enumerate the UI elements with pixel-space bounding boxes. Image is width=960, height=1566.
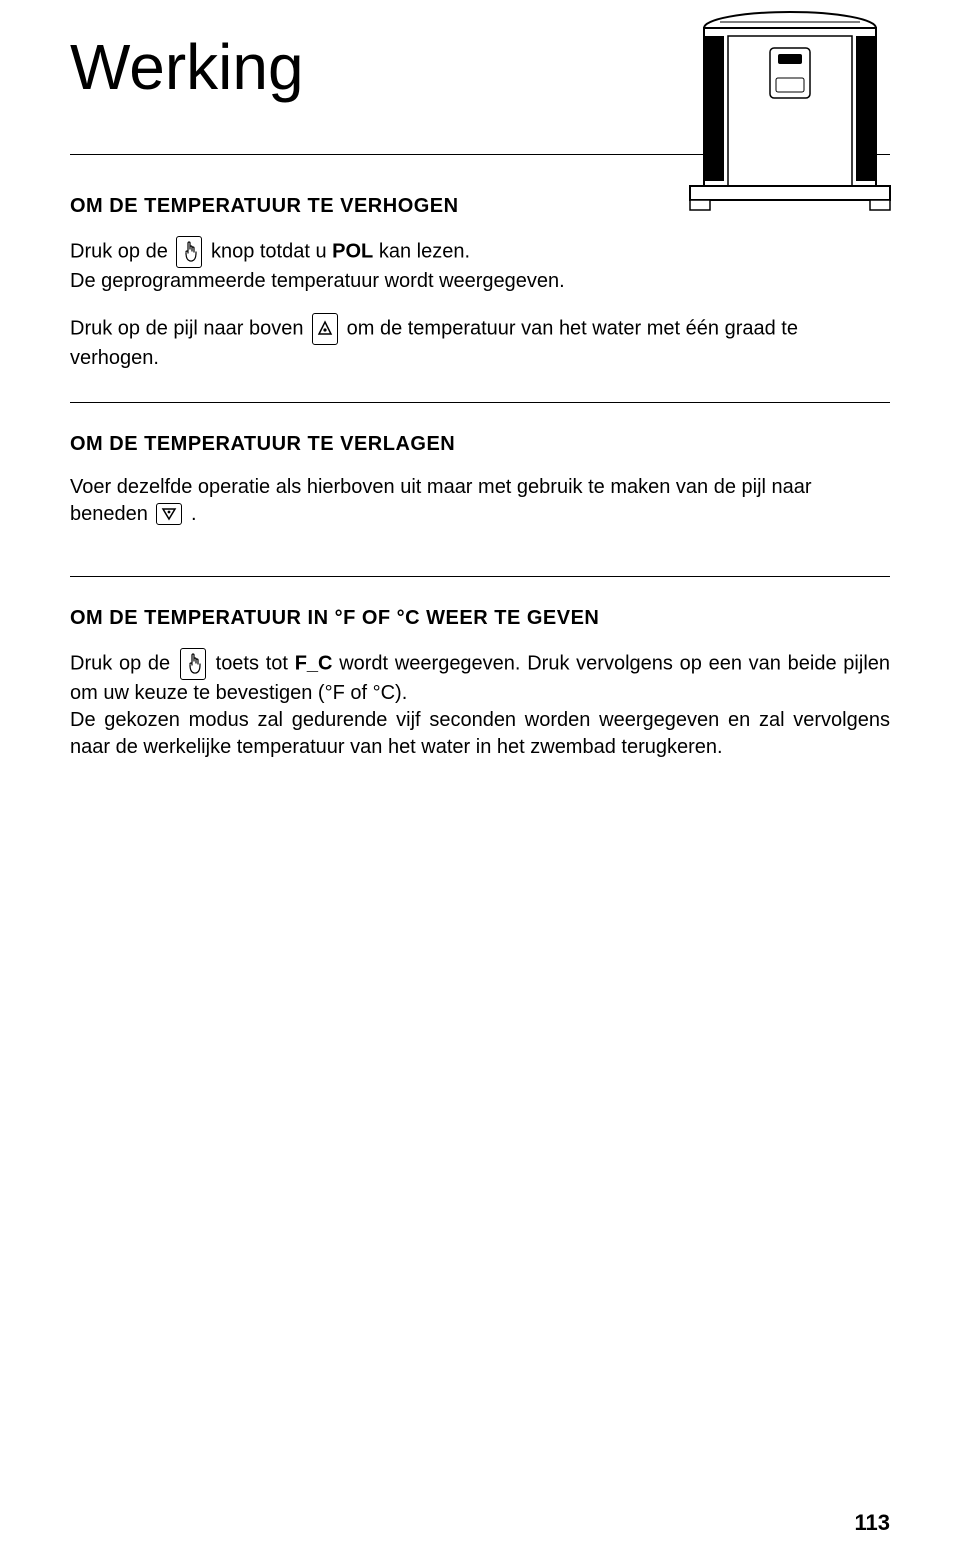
separator-2 [70, 576, 890, 577]
section-display-f-or-c: OM DE TEMPERATUUR IN °F OF °C WEER TE GE… [70, 607, 890, 761]
down-arrow-icon [156, 503, 182, 525]
text: knop totdat u [205, 240, 332, 262]
text-bold-pol: POL [332, 240, 373, 262]
separator-1 [70, 402, 890, 403]
text: kan lezen. [373, 240, 470, 262]
text: Druk op de pijl naar boven [70, 317, 309, 339]
page-number: 113 [855, 1510, 891, 1536]
section-lower-temperature: OM DE TEMPERATUUR TE VERLAGEN Voer dezel… [70, 433, 890, 528]
raise-line1: Druk op de knop totdat u POL kan lezen. [70, 236, 890, 268]
lower-line1: Voer dezelfde operatie als hierboven uit… [70, 474, 890, 528]
heading-lower: OM DE TEMPERATUUR TE VERLAGEN [70, 433, 890, 456]
text: . [185, 503, 196, 525]
fc-line1: Druk op de toets tot F_C wordt weergegev… [70, 648, 890, 707]
up-arrow-icon [312, 313, 338, 345]
raise-line3: Druk op de pijl naar boven om de tempera… [70, 313, 890, 372]
hand-icon [176, 236, 202, 268]
hand-icon [180, 648, 206, 680]
raise-line2: De geprogrammeerde temperatuur wordt wee… [70, 268, 890, 295]
heading-fc: OM DE TEMPERATUUR IN °F OF °C WEER TE GE… [70, 607, 890, 630]
fc-line2: De gekozen modus zal gedurende vijf seco… [70, 707, 890, 761]
text: Druk op de [70, 652, 177, 674]
heat-pump-illustration [680, 6, 900, 226]
text-bold-fc: F_C [295, 652, 333, 674]
text: Druk op de [70, 240, 173, 262]
text: toets tot [209, 652, 295, 674]
